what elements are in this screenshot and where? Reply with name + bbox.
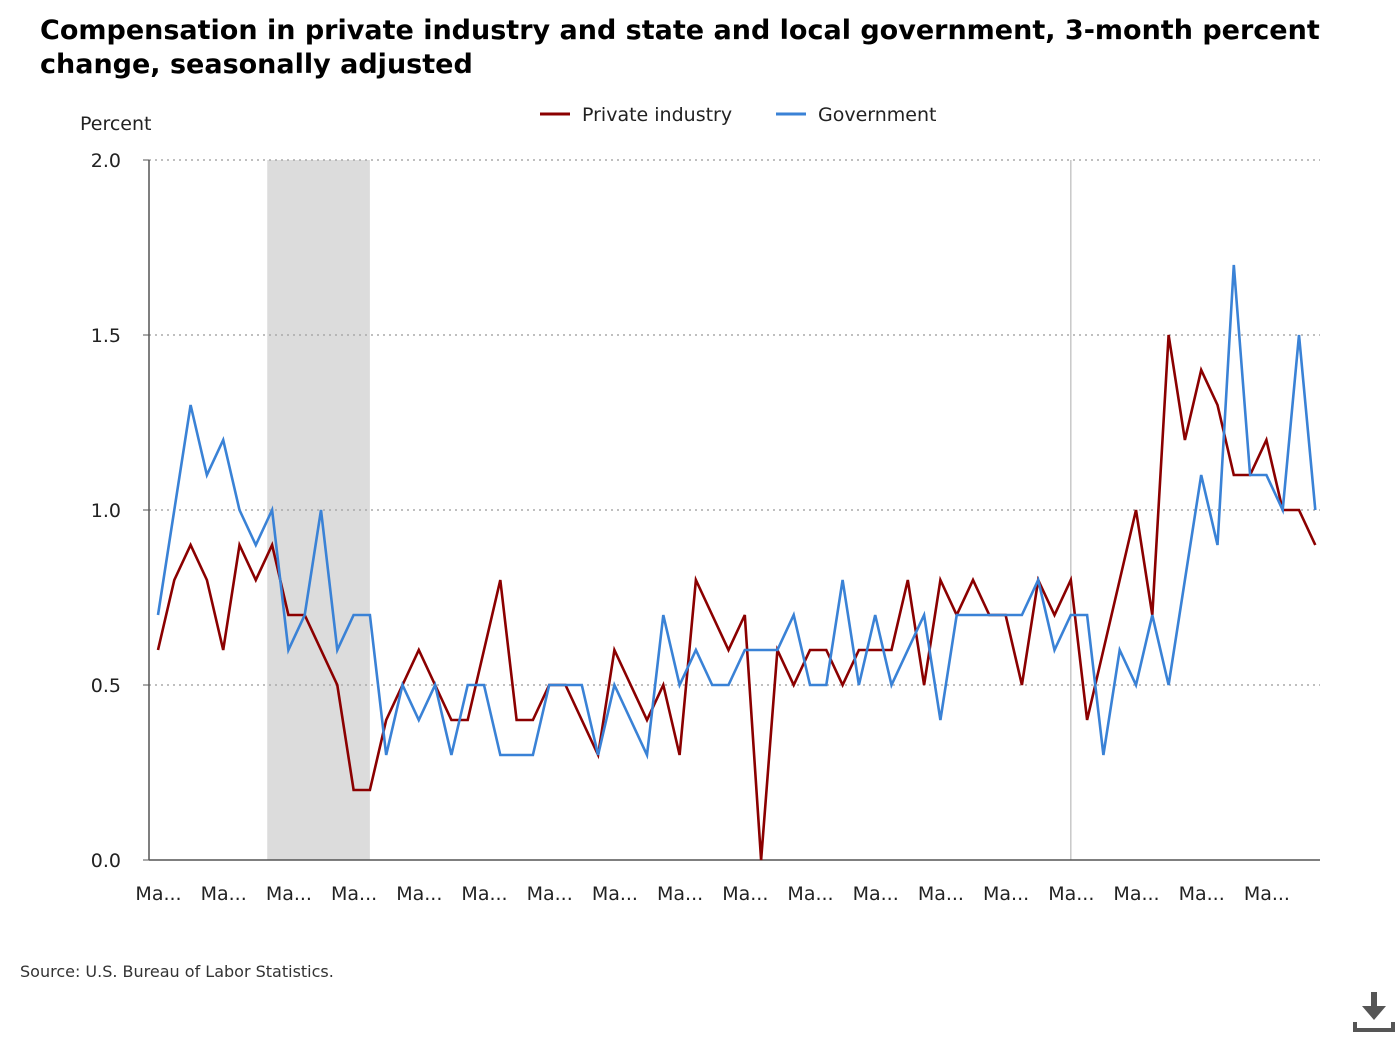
x-tick-label: Ma... bbox=[1244, 883, 1290, 905]
series-line-private-industry[interactable] bbox=[156, 334, 1317, 861]
download-icon bbox=[1353, 992, 1395, 1032]
series-line-government[interactable] bbox=[156, 264, 1317, 760]
legend-item-government[interactable]: Government bbox=[776, 104, 937, 126]
y-tick-label: 1.0 bbox=[91, 500, 121, 522]
x-tick-label: Ma... bbox=[1113, 883, 1159, 905]
x-tick-label: Ma... bbox=[918, 883, 964, 905]
x-tick-label: Ma... bbox=[722, 883, 768, 905]
chart-title: Compensation in private industry and sta… bbox=[40, 15, 1320, 80]
y-axis-label: Percent bbox=[80, 113, 152, 135]
x-tick-label: Ma... bbox=[461, 883, 507, 905]
x-tick-label: Ma... bbox=[1179, 883, 1225, 905]
x-tick-label: Ma... bbox=[853, 883, 899, 905]
x-tick-label: Ma... bbox=[787, 883, 833, 905]
x-tick-label: Ma... bbox=[1048, 883, 1094, 905]
y-tick-label: 0.5 bbox=[91, 675, 121, 697]
series-lines[interactable] bbox=[156, 264, 1317, 861]
source-note: Source: U.S. Bureau of Labor Statistics. bbox=[20, 962, 334, 981]
download-button[interactable] bbox=[1352, 990, 1396, 1034]
x-tick-label: Ma... bbox=[592, 883, 638, 905]
x-tick-label: Ma... bbox=[201, 883, 247, 905]
legend-label: Government bbox=[818, 104, 937, 126]
y-tick-label: 1.5 bbox=[91, 325, 121, 347]
x-tick-label: Ma... bbox=[135, 883, 181, 905]
legend[interactable]: Private industry Government bbox=[540, 104, 937, 126]
x-tick-label: Ma... bbox=[983, 883, 1029, 905]
line-chart: 0.0 0.5 1.0 1.5 2.0 Ma... Ma... Ma... Ma... Ma...… bbox=[80, 104, 1320, 905]
x-tick-label: Ma... bbox=[266, 883, 312, 905]
y-tick-label: 0.0 bbox=[91, 850, 121, 872]
legend-label: Private industry bbox=[582, 104, 732, 126]
y-tick-label: 2.0 bbox=[91, 150, 121, 172]
legend-item-private-industry[interactable]: Private industry bbox=[540, 104, 732, 126]
x-tick-label: Ma... bbox=[331, 883, 377, 905]
axes: 0.0 0.5 1.0 1.5 2.0 Ma... Ma... Ma... Ma... Ma...… bbox=[91, 150, 1320, 905]
x-tick-label: Ma... bbox=[657, 883, 703, 905]
x-tick-label: Ma... bbox=[527, 883, 573, 905]
x-tick-label: Ma... bbox=[396, 883, 442, 905]
